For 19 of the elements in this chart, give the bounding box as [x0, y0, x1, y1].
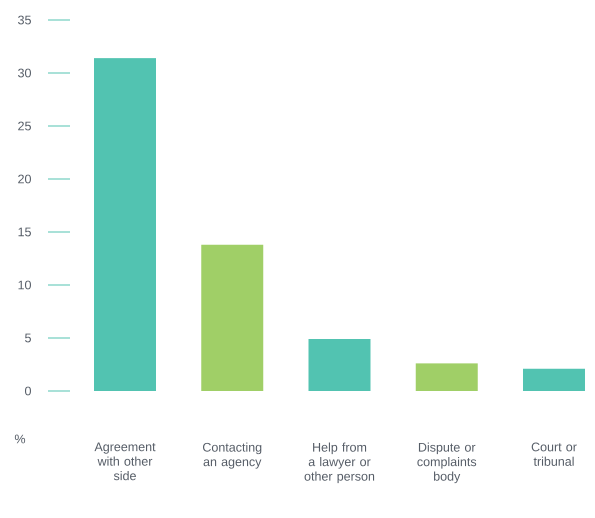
y-tick-label: 5: [25, 334, 31, 342]
y-axis-title: %: [14, 434, 26, 444]
x-tick-label: Dispute or complaints body: [417, 442, 476, 484]
y-tick-label: 20: [18, 174, 31, 184]
y-tick-label: 30: [18, 68, 31, 78]
y-tick-label: 25: [18, 122, 31, 130]
bar: [308, 339, 370, 391]
y-tick-label: 35: [18, 16, 31, 24]
y-tick-label: 0: [25, 386, 31, 396]
x-tick-label: Help from a lawyer or other person: [304, 442, 374, 484]
x-tick-label: Court or tribunal: [532, 442, 577, 466]
y-tick-label: 10: [18, 280, 31, 290]
bar: [201, 244, 264, 391]
x-tick-label: Agreement with other side: [94, 442, 156, 480]
bar: [522, 368, 585, 391]
y-tick-label: 15: [18, 228, 31, 236]
bar: [94, 58, 156, 391]
x-tick-label: Contacting an agency: [203, 442, 262, 469]
bar: [416, 363, 478, 391]
